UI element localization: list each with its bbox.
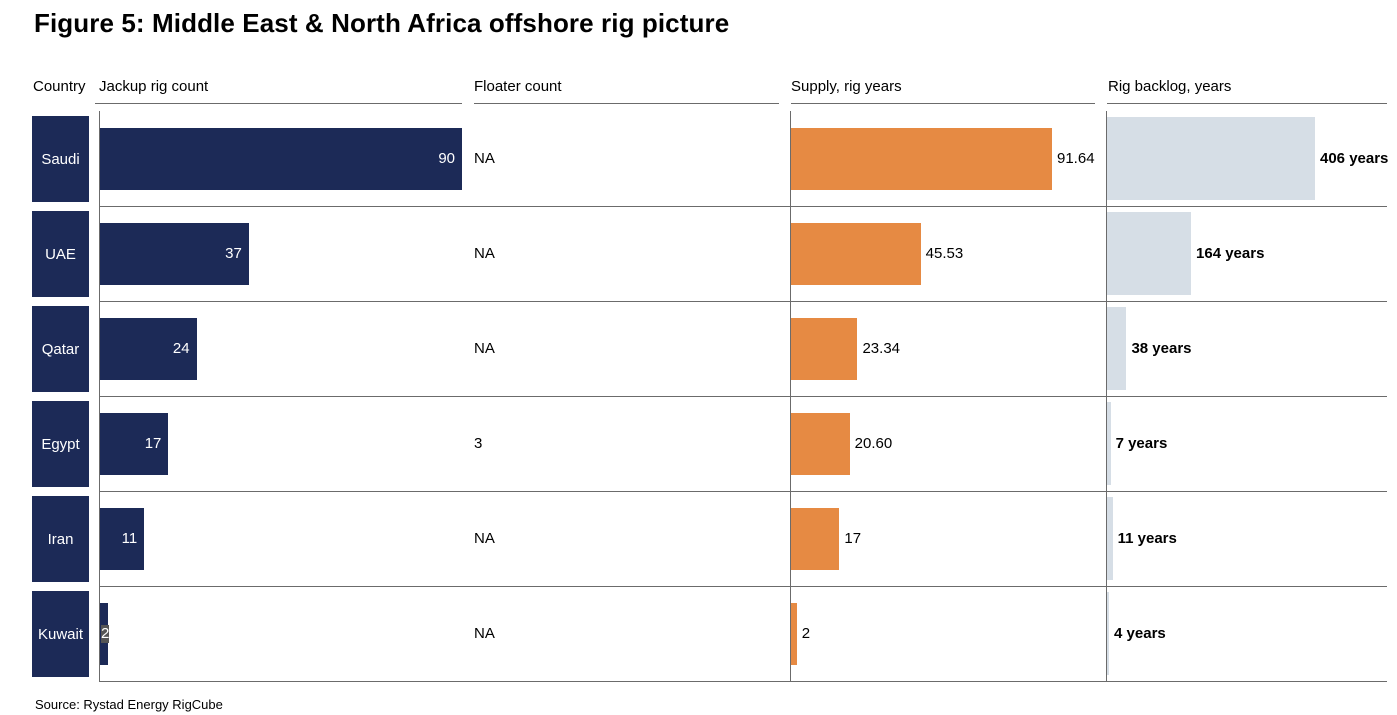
floater-value: 3 (474, 434, 483, 452)
backlog-bar (1107, 497, 1113, 580)
header-rule-jackup (95, 103, 462, 104)
jackup-value-label: 37 (225, 244, 242, 262)
backlog-value-label: 4 years (1114, 624, 1166, 642)
floater-value: NA (474, 339, 495, 357)
source-note: Source: Rystad Energy RigCube (35, 697, 223, 712)
floater-value: NA (474, 149, 495, 167)
header-jackup: Jackup rig count (99, 78, 209, 95)
jackup-value-label: 11 (121, 529, 138, 547)
header-rule-floater (474, 103, 779, 104)
supply-value-label: 17 (844, 529, 862, 547)
backlog-bar (1107, 592, 1110, 675)
jackup-value-label: 2 (101, 624, 110, 643)
floater-value: NA (474, 529, 495, 547)
country-label: Kuwait (32, 591, 89, 677)
floater-value: NA (474, 624, 495, 642)
backlog-value-label: 38 years (1131, 339, 1192, 357)
jackup-bar (100, 412, 169, 475)
supply-value-label: 45.53 (925, 244, 964, 262)
chart-title: Figure 5: Middle East & North Africa off… (34, 8, 730, 38)
country-label: Egypt (32, 401, 89, 487)
row-divider (99, 586, 1387, 587)
jackup-bar (100, 317, 197, 380)
backlog-value-label: 406 years (1320, 149, 1389, 167)
backlog-bar (1107, 212, 1192, 295)
row-divider (99, 301, 1387, 302)
supply-bar (791, 507, 840, 570)
backlog-bar (1107, 402, 1111, 485)
country-label: UAE (32, 211, 89, 297)
supply-value-label: 23.34 (862, 339, 901, 357)
supply-bar (791, 602, 797, 665)
jackup-value-label: 17 (144, 434, 162, 452)
supply-bar (791, 317, 858, 380)
backlog-bar (1107, 117, 1315, 200)
country-label: Saudi (32, 116, 89, 202)
country-label: Qatar (32, 306, 89, 392)
floater-value: NA (474, 244, 495, 262)
header-backlog: Rig backlog, years (1108, 78, 1232, 95)
supply-value-label: 20.60 (854, 434, 893, 452)
supply-bar (791, 127, 1052, 190)
supply-value-label: 2 (801, 624, 811, 642)
jackup-value-label: 90 (438, 149, 455, 167)
header-rule-backlog (1107, 103, 1387, 104)
supply-bar (791, 222, 921, 285)
jackup-bar (100, 222, 249, 285)
row-divider (99, 681, 1387, 682)
header-supply: Supply, rig years (791, 78, 902, 95)
backlog-value-label: 164 years (1196, 244, 1265, 262)
jackup-bar (100, 127, 462, 190)
supply-bar (791, 412, 850, 475)
header-rule-supply (791, 103, 1095, 104)
row-divider (99, 491, 1387, 492)
jackup-bar (100, 507, 145, 570)
header-floater: Floater count (474, 78, 562, 95)
backlog-bar (1107, 307, 1127, 390)
backlog-value-label: 11 years (1117, 529, 1177, 547)
row-divider (99, 206, 1387, 207)
country-label: Iran (32, 496, 89, 582)
header-country: Country (33, 78, 86, 95)
row-divider (99, 396, 1387, 397)
backlog-value-label: 7 years (1115, 434, 1168, 452)
jackup-value-label: 24 (172, 339, 190, 357)
supply-value-label: 91.64 (1057, 149, 1095, 167)
